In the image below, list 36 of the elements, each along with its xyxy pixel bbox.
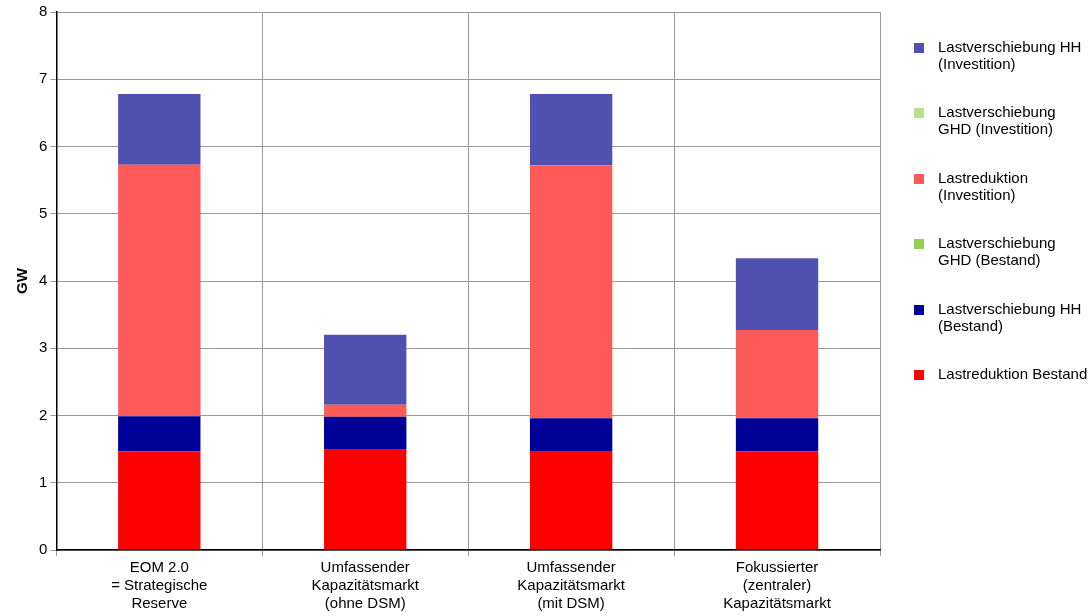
bar [324, 416, 407, 450]
bar [118, 164, 201, 417]
x-tick-label: EOM 2.0 = Strategische Reserve [111, 558, 208, 612]
x-tick-label: Umfassender Kapazitätsmarkt (ohne DSM) [311, 558, 420, 612]
y-tick-label: 5 [39, 203, 48, 221]
bar [118, 416, 201, 452]
bar [735, 258, 819, 331]
y-tick-label: 2 [39, 405, 48, 423]
bar [118, 94, 201, 165]
legend-label: Lastverschiebung GHD (Bestand) [938, 234, 1057, 269]
bar [529, 451, 613, 550]
legend-label: Lastverschiebung HH (Investition) [938, 38, 1083, 72]
bar [529, 418, 613, 452]
legend-label: Lastverschiebung GHD (Investition) [938, 103, 1057, 138]
y-axis-title: GW [13, 267, 31, 294]
bar [735, 451, 819, 550]
y-tick-label: 1 [39, 472, 48, 490]
x-tick-label: Fokussierter (zentraler) Kapazitätsmarkt [723, 558, 832, 612]
bar [118, 451, 201, 550]
legend-label: Lastreduktion (Investition) [938, 168, 1030, 203]
y-tick-label: 3 [39, 338, 48, 356]
bar [529, 94, 613, 166]
bar [324, 449, 407, 550]
bar [529, 165, 613, 419]
legend-label: Lastreduktion Bestand [938, 364, 1088, 382]
bar [324, 334, 407, 405]
y-tick-label: 7 [39, 69, 48, 87]
x-tick-label: Umfassender Kapazitätsmarkt (mit DSM) [517, 558, 626, 612]
y-tick-label: 6 [39, 136, 48, 154]
bar [735, 330, 819, 419]
y-tick-label: 8 [39, 2, 48, 20]
bar [324, 404, 407, 417]
y-tick-label: 0 [39, 540, 48, 558]
bar [735, 418, 819, 452]
legend-label: Lastverschiebung HH (Bestand) [938, 299, 1083, 334]
y-tick-label: 4 [39, 271, 48, 289]
